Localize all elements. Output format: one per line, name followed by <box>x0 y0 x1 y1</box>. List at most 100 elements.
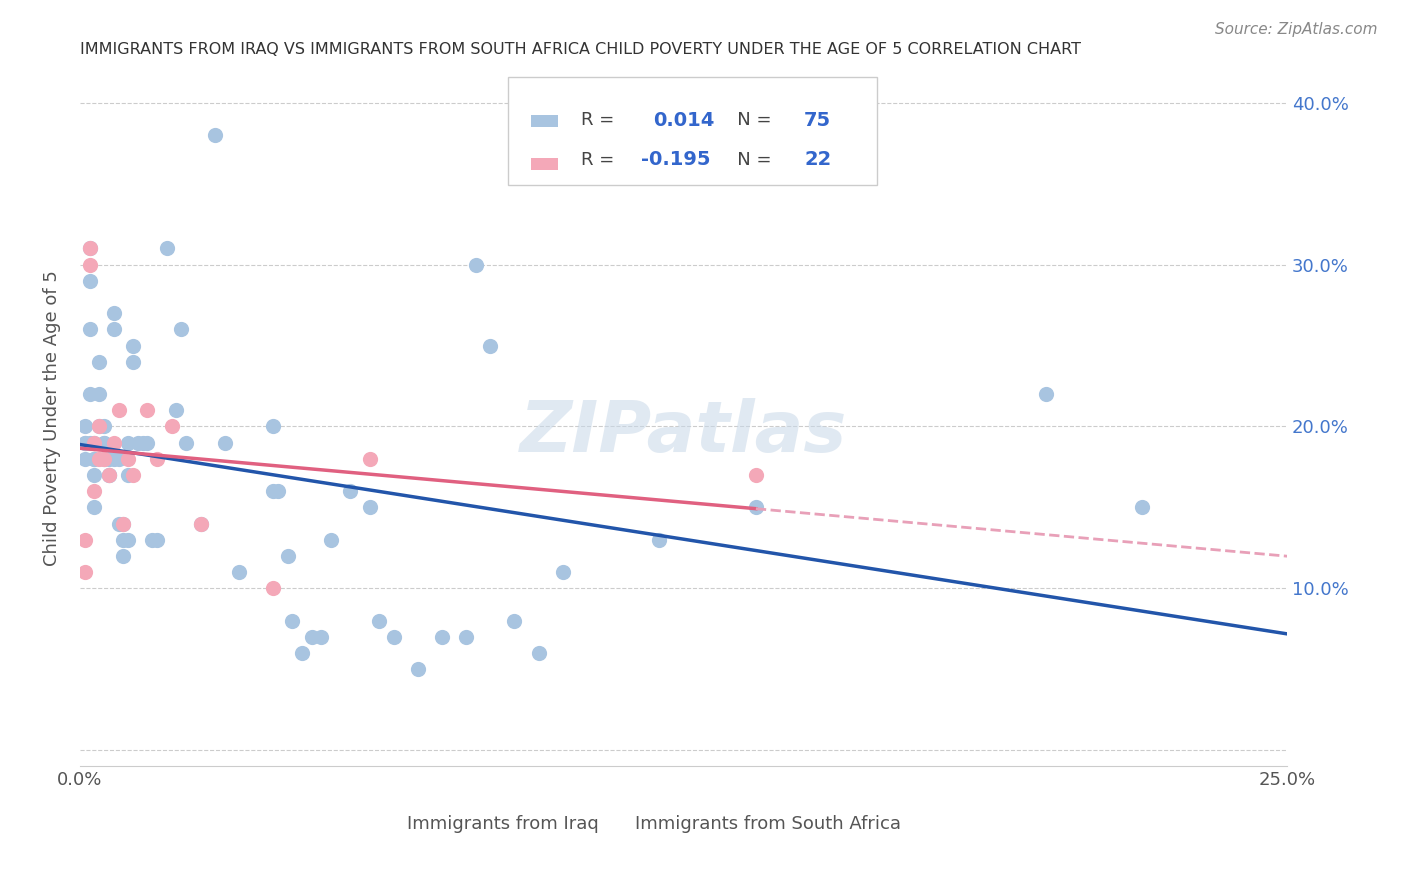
Point <box>73 451 96 466</box>
Point <box>262 484 284 499</box>
Text: 0.014: 0.014 <box>654 111 714 129</box>
Point <box>83 435 105 450</box>
Point <box>281 614 304 628</box>
Point <box>745 500 768 515</box>
Point <box>89 419 111 434</box>
Point <box>1130 500 1153 515</box>
Point <box>190 516 212 531</box>
Point <box>93 451 115 466</box>
Point <box>97 468 120 483</box>
Point <box>165 403 187 417</box>
Point <box>93 435 115 450</box>
Point <box>97 451 120 466</box>
Point <box>117 533 139 547</box>
Point <box>79 258 101 272</box>
Point <box>146 533 169 547</box>
Point <box>160 419 183 434</box>
Point <box>745 468 768 483</box>
Point <box>79 274 101 288</box>
Point <box>112 516 135 531</box>
Point <box>406 662 429 676</box>
Text: 22: 22 <box>804 150 831 169</box>
Point <box>368 614 391 628</box>
FancyBboxPatch shape <box>387 804 411 819</box>
Point <box>141 533 163 547</box>
Point <box>464 258 486 272</box>
Point <box>89 355 111 369</box>
Point <box>1035 387 1057 401</box>
Point <box>551 565 574 579</box>
Point <box>174 435 197 450</box>
Point <box>204 128 226 143</box>
Point <box>83 451 105 466</box>
Point <box>267 484 290 499</box>
Text: Immigrants from South Africa: Immigrants from South Africa <box>636 815 901 833</box>
FancyBboxPatch shape <box>531 158 558 169</box>
Text: R =: R = <box>581 111 626 129</box>
Point <box>430 630 453 644</box>
Point <box>214 435 236 450</box>
Point <box>301 630 323 644</box>
Point <box>156 242 179 256</box>
Point <box>131 435 153 450</box>
Point <box>382 630 405 644</box>
Point <box>103 306 125 320</box>
Point <box>136 403 159 417</box>
Point <box>79 242 101 256</box>
Point <box>93 435 115 450</box>
Point <box>103 451 125 466</box>
Point <box>79 435 101 450</box>
Point <box>122 468 145 483</box>
Point <box>103 435 125 450</box>
Point <box>112 549 135 563</box>
Point <box>107 516 129 531</box>
Point <box>73 565 96 579</box>
Point <box>117 468 139 483</box>
Point <box>146 451 169 466</box>
Text: 75: 75 <box>804 111 831 129</box>
Point <box>107 451 129 466</box>
Point <box>276 549 298 563</box>
Point <box>359 500 381 515</box>
Point <box>73 435 96 450</box>
FancyBboxPatch shape <box>509 78 876 186</box>
Point <box>339 484 361 499</box>
Point <box>73 533 96 547</box>
Point <box>79 242 101 256</box>
Point <box>89 419 111 434</box>
FancyBboxPatch shape <box>531 115 558 128</box>
Point <box>456 630 478 644</box>
Point <box>83 435 105 450</box>
Text: R =: R = <box>581 151 626 169</box>
Point <box>262 419 284 434</box>
Point <box>97 468 120 483</box>
Point <box>83 484 105 499</box>
Point <box>103 322 125 336</box>
Text: Source: ZipAtlas.com: Source: ZipAtlas.com <box>1215 22 1378 37</box>
Point <box>89 451 111 466</box>
Point <box>311 630 333 644</box>
Point <box>93 451 115 466</box>
Y-axis label: Child Poverty Under the Age of 5: Child Poverty Under the Age of 5 <box>44 270 60 566</box>
Point <box>97 468 120 483</box>
Text: N =: N = <box>720 111 778 129</box>
Point <box>262 582 284 596</box>
Point <box>73 419 96 434</box>
Text: Immigrants from Iraq: Immigrants from Iraq <box>406 815 599 833</box>
Point <box>112 533 135 547</box>
Point <box>117 435 139 450</box>
Point <box>527 646 550 660</box>
Text: -0.195: -0.195 <box>641 150 710 169</box>
Point <box>89 387 111 401</box>
Point <box>228 565 250 579</box>
Point <box>479 338 502 352</box>
Point <box>190 516 212 531</box>
Point <box>117 451 139 466</box>
Point <box>170 322 193 336</box>
Text: ZIPatlas: ZIPatlas <box>520 398 848 467</box>
Point <box>93 419 115 434</box>
Point <box>136 435 159 450</box>
Point <box>122 355 145 369</box>
Point <box>83 451 105 466</box>
Point <box>83 468 105 483</box>
